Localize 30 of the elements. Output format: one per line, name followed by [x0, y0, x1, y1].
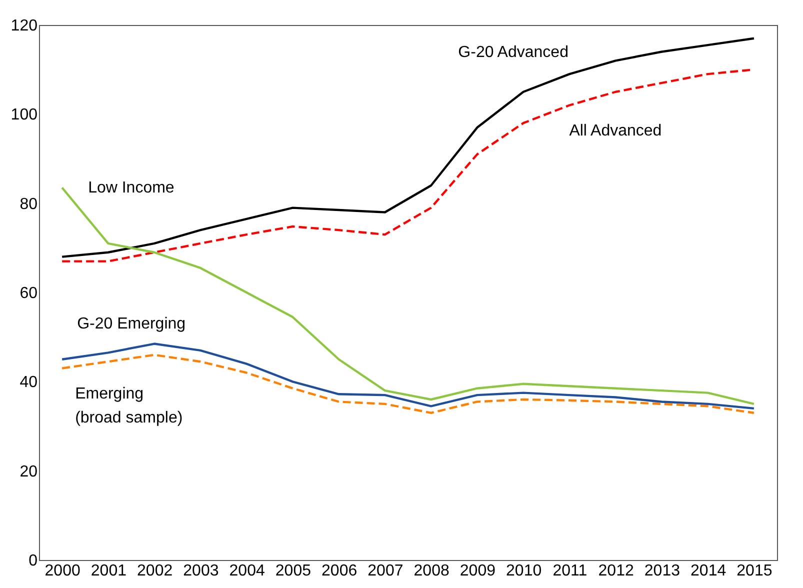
- y-tick-label: 100: [10, 106, 38, 124]
- x-tick-label: 2003: [183, 562, 219, 580]
- y-tick-label: 60: [20, 285, 38, 302]
- x-tick-label: 2006: [322, 562, 358, 580]
- y-tick-label: 20: [20, 463, 38, 480]
- series-label: All Advanced: [569, 122, 662, 140]
- series-label: Low Income: [88, 180, 174, 197]
- series-label: G-20 Advanced: [458, 44, 568, 61]
- x-tick-label: 2012: [598, 562, 634, 580]
- x-tick-label: 2009: [460, 562, 496, 580]
- series-label: Emerging (broad sample): [75, 385, 183, 426]
- x-tick-label: 2013: [644, 562, 680, 580]
- x-tick-label: 2000: [44, 562, 80, 580]
- y-tick-label: 40: [20, 374, 38, 392]
- line-series: [60, 342, 756, 410]
- x-tick-label: 2015: [736, 562, 772, 580]
- x-tick-label: 2002: [137, 562, 173, 580]
- series-label: G-20 Emerging: [77, 315, 186, 332]
- y-tick-label: 0: [28, 552, 38, 570]
- x-tick-label: 2001: [90, 562, 127, 580]
- y-tick-label: 120: [10, 18, 38, 34]
- line-series: [60, 37, 756, 258]
- y-tick-label: 80: [20, 196, 38, 213]
- x-tick-label: 2010: [506, 562, 542, 580]
- x-tick-label: 2014: [690, 562, 726, 580]
- x-tick-label: 2007: [368, 562, 404, 580]
- x-tick-label: 2011: [552, 562, 588, 580]
- x-tick-label: 2004: [229, 562, 265, 580]
- x-tick-label: 2005: [275, 562, 312, 580]
- x-tick-label: 2008: [414, 562, 450, 580]
